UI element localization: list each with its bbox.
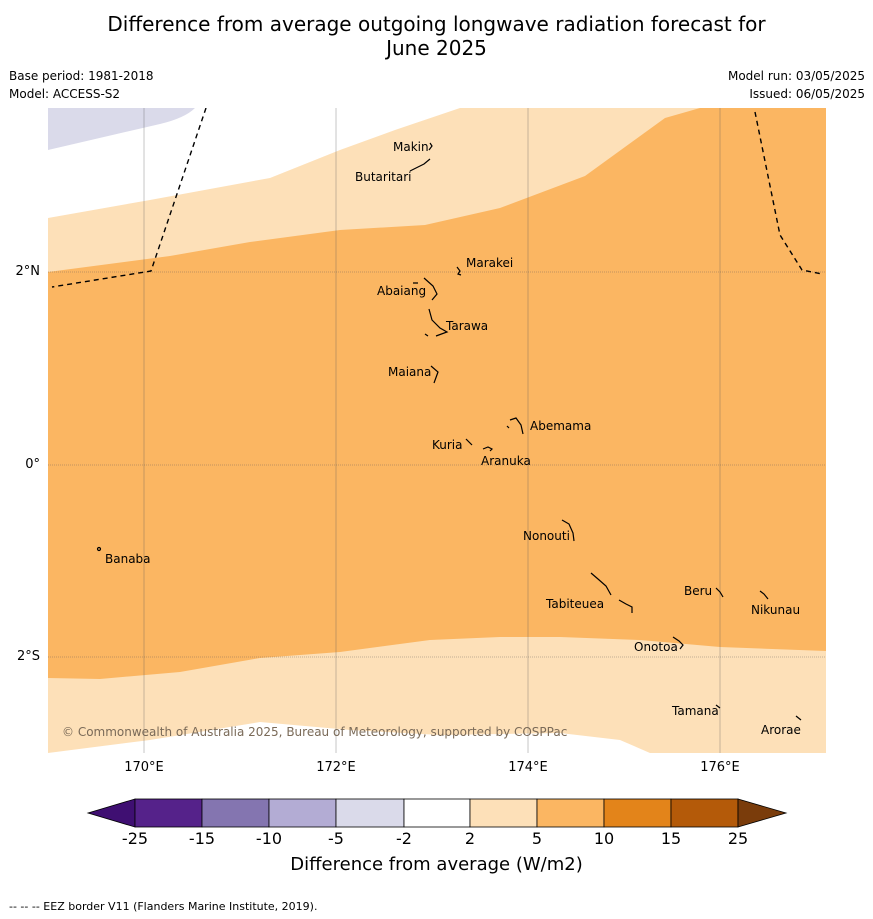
colorbar-extend-high <box>737 798 788 828</box>
island-kuria <box>465 438 473 446</box>
colorbar-swatch <box>469 798 538 828</box>
lon-label-170e: 170°E <box>124 760 164 775</box>
negative-anomaly-region <box>48 108 195 150</box>
colorbar-swatch <box>403 798 471 828</box>
model-run: Model run: 03/05/2025 <box>727 69 865 83</box>
island-tamana <box>715 704 721 709</box>
lon-gridlines <box>143 108 721 753</box>
eez-border <box>51 108 823 288</box>
place-label: Abemama <box>530 419 591 433</box>
island-makin <box>428 142 433 151</box>
colorbar-tick: 2 <box>464 829 476 848</box>
island-tabiteuea <box>590 572 633 613</box>
issued-date: Issued: 06/05/2025 <box>749 87 865 101</box>
colorbar-tick: 25 <box>727 829 749 848</box>
place-label: Makin <box>393 140 429 154</box>
island-nonouti <box>561 519 575 542</box>
map-area: Makin Butaritari Marakei Abaiang Tarawa … <box>48 108 826 753</box>
map-title: Difference from average outgoing longwav… <box>0 12 873 60</box>
island-nikunau <box>759 590 769 600</box>
colorbar-swatch <box>670 798 739 828</box>
meta-right: Model run: 03/05/2025 Issued: 06/05/2025 <box>728 67 865 103</box>
colorbar-swatch <box>603 798 672 828</box>
colorbar-label: Difference from average (W/m2) <box>290 854 583 875</box>
place-labels: Makin Butaritari Marakei Abaiang Tarawa … <box>105 140 801 737</box>
place-label: Tamana <box>671 704 719 718</box>
place-label: Kuria <box>432 438 463 452</box>
place-label: Nonouti <box>523 529 570 543</box>
place-label: Onotoa <box>634 640 678 654</box>
colorbar-extend-low <box>86 798 136 828</box>
colorbar-tick: -15 <box>188 829 216 848</box>
colorbar-tick: 10 <box>593 829 615 848</box>
model-name: Model: ACCESS-S2 <box>9 87 121 101</box>
island-abemama <box>506 417 524 435</box>
lat-label-2s: 2°S <box>16 649 40 664</box>
place-label: Abaiang <box>377 284 426 298</box>
island-aranuka <box>482 446 494 452</box>
island-arorae <box>795 715 802 721</box>
lon-label-174e: 174°E <box>508 760 548 775</box>
place-label: Aranuka <box>481 454 531 468</box>
colorbar-tick: -25 <box>121 829 149 848</box>
colorbar-swatch <box>134 798 203 828</box>
colorbar-tick: -10 <box>255 829 283 848</box>
island-beru <box>715 587 724 598</box>
lat-label-2n: 2°N <box>15 264 41 279</box>
colorbar <box>86 798 788 828</box>
place-label: Tarawa <box>445 319 488 333</box>
bottom-neutral-region <box>48 722 650 753</box>
anomaly-5-10-region <box>48 108 826 679</box>
place-label: Butaritari <box>355 170 412 184</box>
colorbar-swatch <box>201 798 270 828</box>
title-line-2: June 2025 <box>386 36 487 60</box>
island-maiana <box>430 365 439 384</box>
colorbar-tick: 5 <box>531 829 543 848</box>
colorbar-tick: -5 <box>328 829 344 848</box>
island-butaritari <box>409 158 431 172</box>
place-label: Marakei <box>466 256 513 270</box>
lat-gridlines <box>48 271 826 658</box>
colorbar-swatch <box>335 798 405 828</box>
island-banaba <box>96 546 102 552</box>
lon-label-176e: 176°E <box>700 760 740 775</box>
meta-left: Base period: 1981-2018 Model: ACCESS-S2 <box>9 67 154 103</box>
colorbar-tick: -2 <box>396 829 412 848</box>
eez-legend-footer: -- -- -- EEZ border V11 (Flanders Marine… <box>9 900 318 913</box>
island-marakei <box>456 266 462 276</box>
place-label: Nikunau <box>751 603 800 617</box>
colorbar-swatch <box>268 798 337 828</box>
island-tarawa <box>424 308 449 337</box>
island-outlines <box>96 142 802 721</box>
place-label: Beru <box>684 584 712 598</box>
place-label: Maiana <box>388 365 431 379</box>
lat-label-0: 0° <box>25 457 40 472</box>
copyright-notice: © Commonwealth of Australia 2025, Bureau… <box>62 725 567 739</box>
island-abaiang <box>413 277 438 301</box>
place-label: Banaba <box>105 552 151 566</box>
colorbar-swatch <box>536 798 605 828</box>
place-label: Arorae <box>761 723 801 737</box>
colorbar-tick: 15 <box>660 829 682 848</box>
base-period: Base period: 1981-2018 <box>9 69 154 83</box>
title-line-1: Difference from average outgoing longwav… <box>107 12 766 36</box>
lon-label-172e: 172°E <box>316 760 356 775</box>
place-label: Tabiteuea <box>545 597 604 611</box>
island-onotoa <box>672 636 684 650</box>
